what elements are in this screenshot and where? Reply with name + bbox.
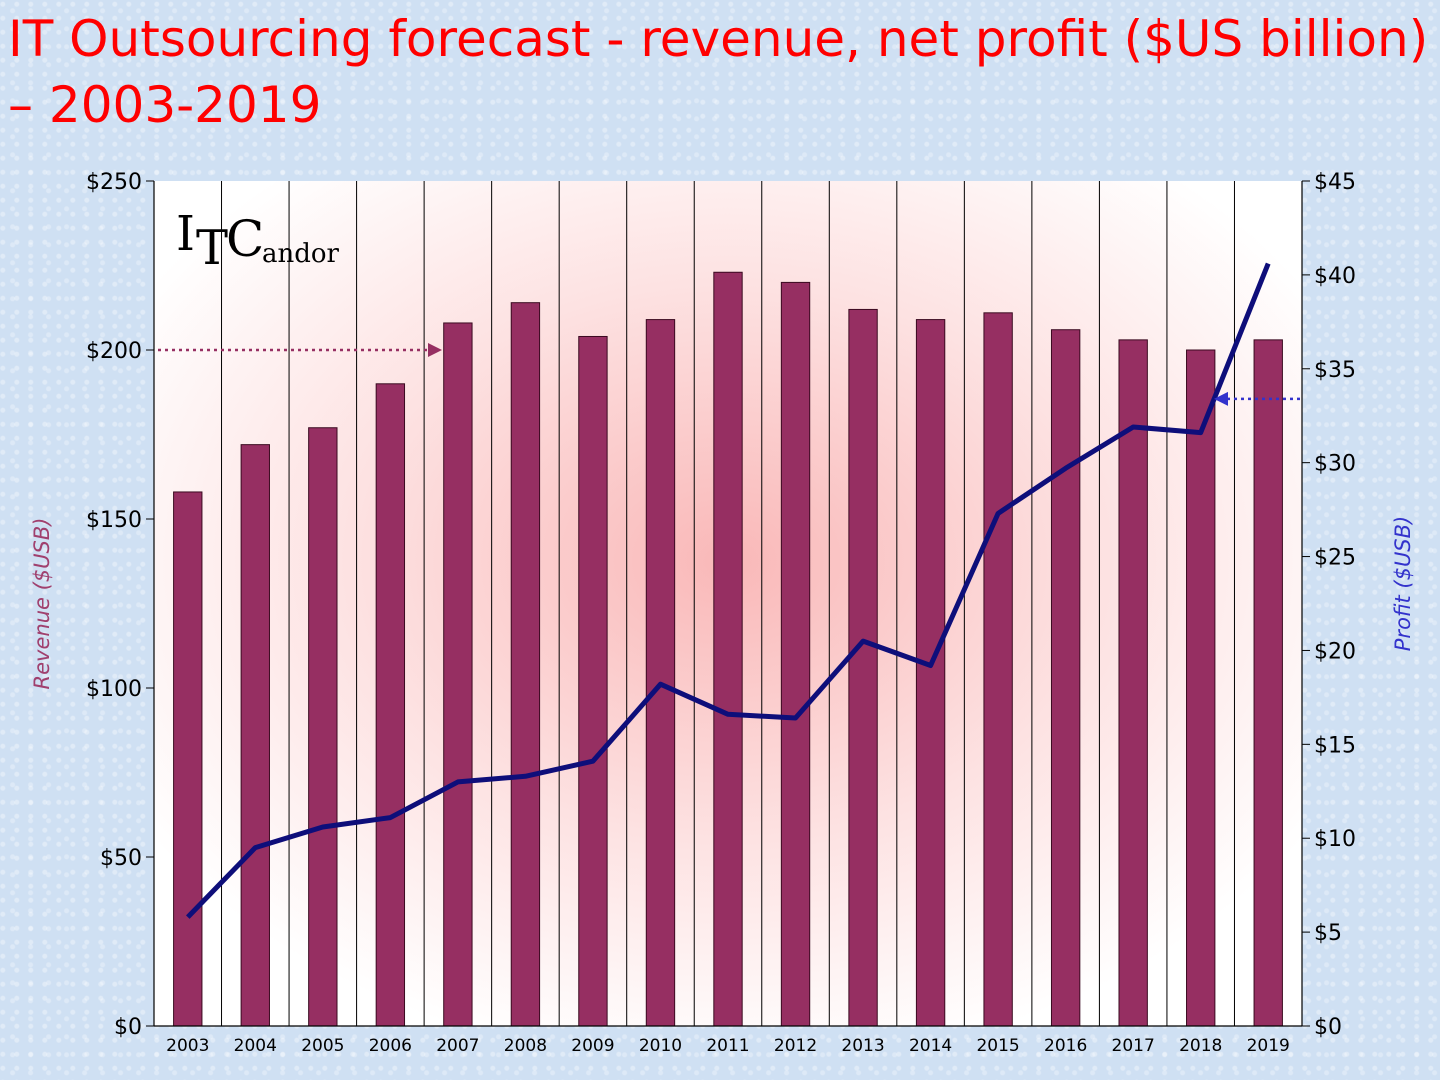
revenue-bar bbox=[375, 383, 406, 1027]
revenue-bar bbox=[1253, 339, 1283, 1027]
right-tick-label: $15 bbox=[1314, 733, 1356, 758]
left-tick-label: $250 bbox=[86, 170, 142, 195]
revenue-bar bbox=[780, 281, 811, 1027]
right-tick-label: $30 bbox=[1314, 452, 1356, 477]
right-tick-label: $35 bbox=[1314, 358, 1356, 383]
logo-word-andor: andor bbox=[262, 239, 340, 269]
revenue-axis-arrowhead bbox=[428, 343, 442, 357]
revenue-bar bbox=[173, 491, 203, 1027]
revenue-bar bbox=[713, 271, 743, 1027]
right-tick-label: $0 bbox=[1314, 1015, 1342, 1040]
revenue-bar bbox=[915, 319, 946, 1027]
x-tick-label: 2010 bbox=[639, 1036, 682, 1056]
x-tick-label: 2016 bbox=[1044, 1036, 1087, 1056]
right-axis-label: Profit ($USB) bbox=[1391, 516, 1415, 651]
revenue-bar bbox=[443, 322, 473, 1027]
annotations bbox=[158, 343, 1300, 406]
x-tick-label: 2003 bbox=[166, 1036, 209, 1056]
right-tick-label: $25 bbox=[1314, 546, 1356, 571]
revenue-bar bbox=[308, 427, 338, 1027]
revenue-bars bbox=[173, 271, 1283, 1027]
revenue-bar bbox=[848, 308, 878, 1027]
axes bbox=[153, 181, 1303, 1027]
x-tick-label: 2019 bbox=[1247, 1036, 1290, 1056]
x-tick-label: 2005 bbox=[301, 1036, 344, 1056]
x-tick-label: 2007 bbox=[436, 1036, 479, 1056]
profit-axis-arrowhead bbox=[1214, 391, 1228, 406]
revenue-bar bbox=[510, 302, 541, 1027]
revenue-bar bbox=[578, 335, 608, 1027]
x-tick-label: 2017 bbox=[1112, 1036, 1155, 1056]
right-tick-label: $20 bbox=[1314, 639, 1356, 664]
revenue-bar bbox=[1050, 329, 1081, 1027]
left-tick-label: $0 bbox=[114, 1015, 142, 1040]
right-tick-label: $5 bbox=[1314, 921, 1342, 946]
left-tick-label: $200 bbox=[86, 339, 142, 364]
right-tick-label: $40 bbox=[1314, 264, 1356, 289]
revenue-bar bbox=[1186, 349, 1216, 1027]
gridlines bbox=[221, 181, 1235, 1026]
left-axis-ticks: $0 $50 $100 $150 $200 $250 bbox=[86, 170, 154, 1040]
revenue-bar bbox=[1118, 339, 1148, 1027]
profit-line bbox=[186, 262, 1271, 919]
itcandor-logo: I T C andor bbox=[176, 206, 340, 276]
x-tick-label: 2009 bbox=[571, 1036, 614, 1056]
left-axis-label: Revenue ($USB) bbox=[30, 518, 54, 690]
revenue-bar bbox=[983, 312, 1013, 1027]
logo-letter-i: I bbox=[176, 206, 195, 262]
left-tick-label: $100 bbox=[86, 677, 142, 702]
x-tick-label: 2012 bbox=[774, 1036, 817, 1056]
chart-title: IT Outsourcing forecast - revenue, net p… bbox=[8, 10, 1429, 134]
revenue-bar bbox=[645, 319, 676, 1027]
x-tick-label: 2014 bbox=[909, 1036, 952, 1056]
revenue-bar bbox=[240, 444, 270, 1027]
x-axis-ticks: 2003 2004 2005 2006 2007 2008 2009 2010 2011 2012… bbox=[166, 1036, 1290, 1056]
x-tick-label: 2015 bbox=[976, 1036, 1019, 1056]
left-tick-label: $50 bbox=[100, 846, 142, 871]
logo-letter-t: T bbox=[196, 220, 228, 276]
x-tick-label: 2018 bbox=[1179, 1036, 1222, 1056]
right-axis-ticks: $0 $5 $10 $15 $20 $25 $30 $35 $40 $45 bbox=[1302, 170, 1356, 1040]
left-tick-label: $150 bbox=[86, 508, 142, 533]
logo-letter-c: C bbox=[226, 210, 264, 268]
x-tick-label: 2004 bbox=[234, 1036, 277, 1056]
x-tick-label: 2008 bbox=[504, 1036, 547, 1056]
right-tick-label: $10 bbox=[1314, 827, 1356, 852]
x-tick-label: 2013 bbox=[841, 1036, 884, 1056]
x-tick-label: 2006 bbox=[369, 1036, 412, 1056]
right-tick-label: $45 bbox=[1314, 170, 1356, 195]
x-tick-label: 2011 bbox=[706, 1036, 749, 1056]
